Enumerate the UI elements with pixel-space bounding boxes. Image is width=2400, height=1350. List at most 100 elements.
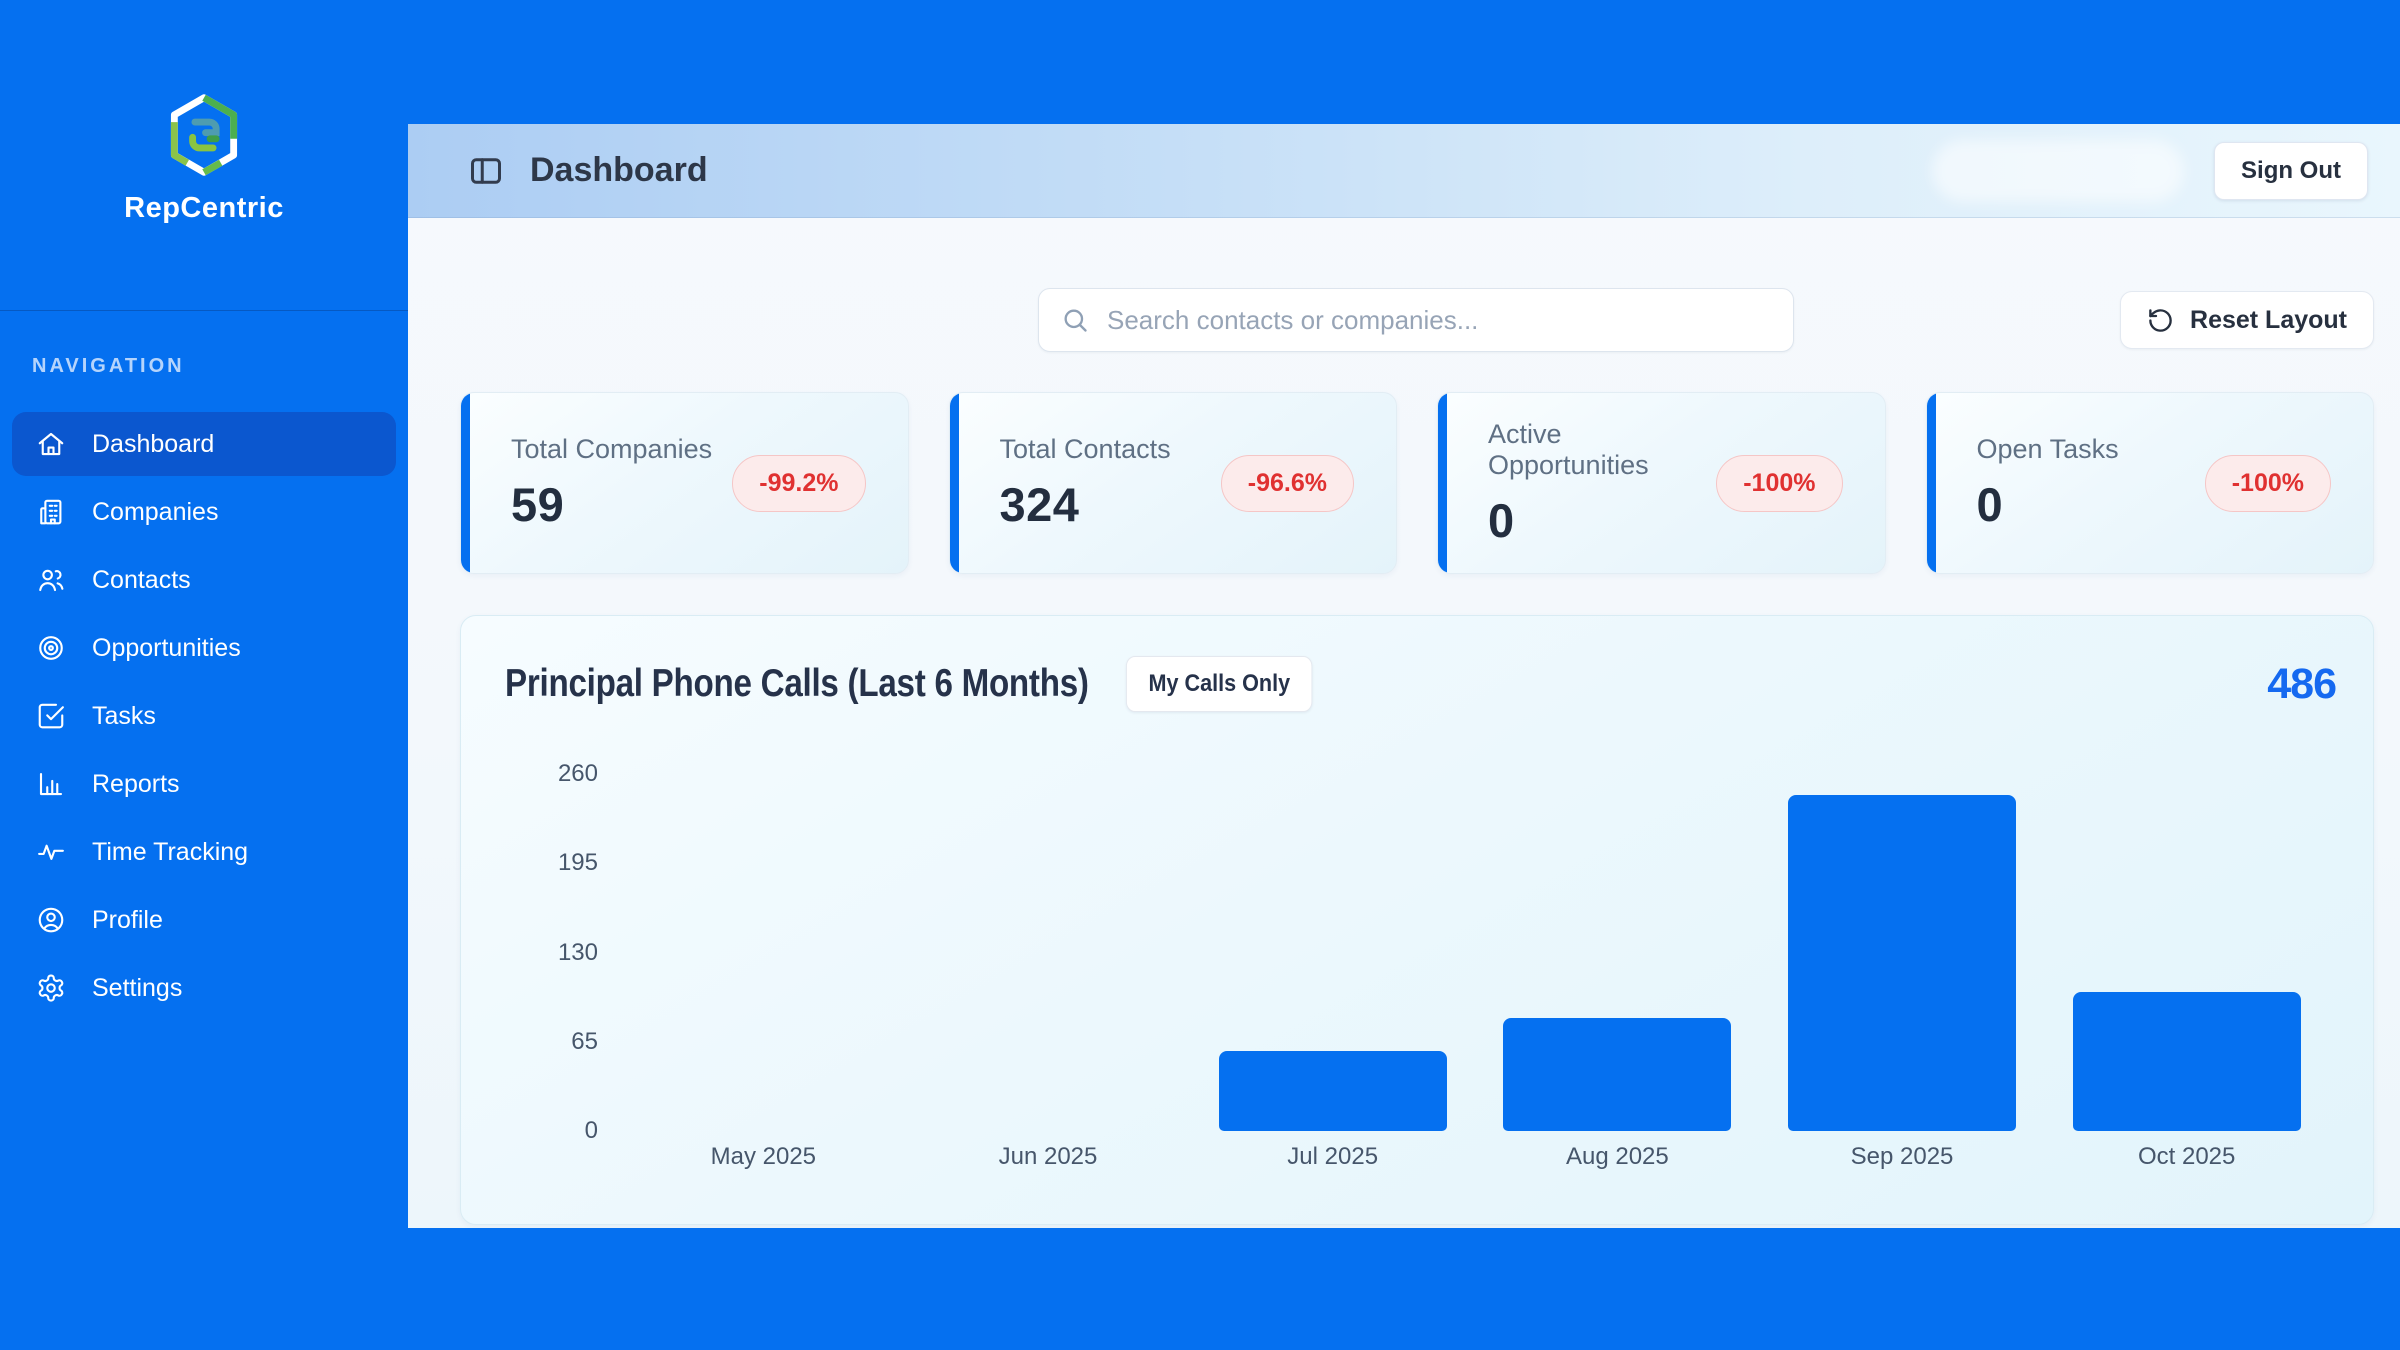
home-icon <box>36 429 66 459</box>
chart-bar-jul-2025[interactable] <box>1218 1051 1447 1131</box>
logo-block: RepCentric <box>0 0 408 310</box>
sidebar-item-label: Opportunities <box>92 633 241 662</box>
stat-change-badge: -99.2% <box>732 454 866 512</box>
sidebar-divider <box>0 310 408 311</box>
x-tick-label: Jun 2025 <box>998 1143 1098 1170</box>
sidebar-item-label: Companies <box>92 497 219 526</box>
bar-chart-icon <box>36 769 66 799</box>
stat-value: 324 <box>999 478 1080 531</box>
sidebar-item-opportunities[interactable]: Opportunities <box>12 616 396 680</box>
reset-layout-label: Reset Layout <box>2190 305 2347 334</box>
sidebar-item-label: Profile <box>92 905 163 934</box>
y-tick-label: 130 <box>557 938 598 966</box>
chart-card: Principal Phone Calls (Last 6 Months) My… <box>460 615 2374 1225</box>
stat-label: Total Companies <box>511 434 713 464</box>
sidebar-item-settings[interactable]: Settings <box>12 956 396 1020</box>
sidebar-item-profile[interactable]: Profile <box>12 888 396 952</box>
chart-column-sep-2025 <box>1760 774 2045 1131</box>
chart-column-may-2025 <box>621 774 906 1131</box>
stat-card-text: Active Opportunities 0 <box>1488 419 1716 548</box>
search-input[interactable] <box>1107 304 1771 336</box>
sidebar-item-reports[interactable]: Reports <box>12 752 396 816</box>
search-icon <box>1064 309 1087 332</box>
stat-card-text: Total Companies 59 <box>511 434 712 532</box>
stat-card-text: Total Contacts 324 <box>1000 434 1171 532</box>
page-body: Reset Layout Total Companies59-99.2%Tota… <box>408 218 2400 1225</box>
y-tick-label: 195 <box>557 849 598 877</box>
sidebar-item-label: Settings <box>92 973 183 1002</box>
stat-label: Active Opportunities <box>1488 418 1649 480</box>
app-header: Dashboard Sign Out <box>408 124 2400 218</box>
stat-change-badge: -100% <box>1716 454 1843 512</box>
toolbar: Reset Layout <box>460 288 2374 352</box>
stat-card-accent-bar <box>1926 393 1936 573</box>
users-icon <box>36 565 66 595</box>
rotate-ccw-icon <box>2149 308 2172 332</box>
content-panel: Dashboard Sign Out Reset Layout Total Co… <box>408 124 2400 1228</box>
x-tick-label: Sep 2025 <box>1850 1143 1954 1170</box>
stat-value: 0 <box>1976 478 2004 531</box>
chart-total-value: 486 <box>2267 659 2337 708</box>
check-square-icon <box>36 701 66 731</box>
gear-icon <box>36 973 66 1003</box>
sidebar-item-label: Contacts <box>92 565 191 594</box>
sidebar-item-tasks[interactable]: Tasks <box>12 684 396 748</box>
stat-value: 0 <box>1488 493 1515 547</box>
chart-column-jun-2025 <box>906 774 1191 1131</box>
x-tick-label: Oct 2025 <box>2137 1143 2236 1170</box>
sidebar-item-dashboard[interactable]: Dashboard <box>12 412 396 476</box>
chart-plot-area <box>621 774 2329 1131</box>
chart-bar-aug-2025[interactable] <box>1503 1018 1732 1131</box>
stat-change-badge: -100% <box>2204 454 2331 512</box>
stat-card-total-contacts: Total Contacts 324 -96.6% <box>948 392 1397 574</box>
x-tick-label: Jul 2025 <box>1287 1143 1379 1170</box>
stat-card-total-companies: Total Companies 59 -99.2% <box>460 392 909 574</box>
panel-toggle-icon[interactable] <box>468 153 504 189</box>
nav-section-label: NAVIGATION <box>32 355 185 377</box>
target-icon <box>36 633 66 663</box>
sidebar-item-label: Time Tracking <box>92 837 249 866</box>
chart-column-aug-2025 <box>1475 774 1760 1131</box>
chart-bar-sep-2025[interactable] <box>1788 794 2016 1131</box>
my-calls-only-button[interactable]: My Calls Only <box>1125 656 1313 712</box>
building-icon <box>36 497 66 527</box>
reset-layout-button[interactable]: Reset Layout <box>2120 291 2374 349</box>
x-tick-label: Aug 2025 <box>1565 1143 1669 1170</box>
sidebar-item-companies[interactable]: Companies <box>12 480 396 544</box>
redacted-user-email <box>1932 139 2185 202</box>
nav-list: Dashboard Companies Contacts Opportunities T… <box>0 412 408 1020</box>
y-tick-label: 65 <box>571 1027 598 1055</box>
stat-label: Open Tasks <box>1976 434 2119 464</box>
stat-card-text: Open Tasks 0 <box>1977 434 2119 532</box>
stats-row: Total Companies 59 -99.2% Total Contacts 324… <box>460 392 2374 574</box>
chart-header: Principal Phone Calls (Last 6 Months) My… <box>505 656 2337 712</box>
activity-icon <box>36 837 66 867</box>
sidebar-item-contacts[interactable]: Contacts <box>12 548 396 612</box>
chart-y-axis: 260 195 130 65 0 <box>461 760 598 1144</box>
repcentric-logo-icon <box>170 93 238 176</box>
stat-label: Total Contacts <box>999 434 1171 464</box>
sidebar-item-label: Reports <box>92 769 180 798</box>
chart-title: Principal Phone Calls (Last 6 Months) <box>505 662 1089 705</box>
stat-change-badge: -96.6% <box>1220 454 1354 512</box>
chart-column-oct-2025 <box>2044 774 2329 1131</box>
chart-bar-oct-2025[interactable] <box>2072 992 2301 1131</box>
sidebar-item-label: Dashboard <box>92 429 215 458</box>
stat-card-active-opportunities: Active Opportunities 0 -100% <box>1437 392 1886 574</box>
stat-card-accent-bar <box>949 393 959 573</box>
sidebar: RepCentric NAVIGATION Dashboard Companies… <box>0 0 408 1350</box>
sidebar-item-time-tracking[interactable]: Time Tracking <box>12 820 396 884</box>
stat-card-accent-bar <box>1438 393 1447 573</box>
stat-card-open-tasks: Open Tasks 0 -100% <box>1925 392 2374 574</box>
stat-value: 59 <box>511 478 565 531</box>
search-box <box>1038 288 1794 352</box>
y-tick-label: 0 <box>584 1117 598 1144</box>
sign-out-button[interactable]: Sign Out <box>2214 141 2368 200</box>
y-tick-label: 260 <box>557 760 598 787</box>
page-title: Dashboard <box>530 151 708 189</box>
user-circle-icon <box>36 905 66 935</box>
sidebar-item-label: Tasks <box>92 701 156 730</box>
x-tick-label: May 2025 <box>710 1143 817 1170</box>
brand-name: RepCentric <box>124 191 284 224</box>
